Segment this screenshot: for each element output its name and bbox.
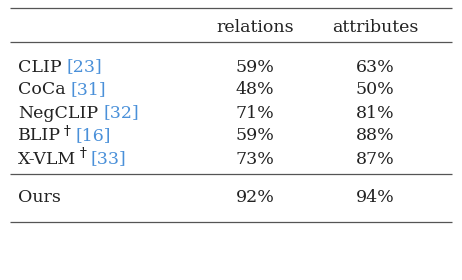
Text: [32]: [32] xyxy=(103,104,139,122)
Text: 59%: 59% xyxy=(236,127,274,144)
Text: 88%: 88% xyxy=(356,127,394,144)
Text: 87%: 87% xyxy=(356,151,395,167)
Text: CoCa: CoCa xyxy=(18,81,66,99)
Text: [31]: [31] xyxy=(71,81,106,99)
Text: X-VLM: X-VLM xyxy=(18,151,76,167)
Text: relations: relations xyxy=(216,20,294,36)
Text: 94%: 94% xyxy=(356,190,395,207)
Text: 59%: 59% xyxy=(236,59,274,76)
Text: †: † xyxy=(64,125,71,137)
Text: †: † xyxy=(79,148,86,160)
Text: attributes: attributes xyxy=(332,20,418,36)
Text: †: † xyxy=(64,125,71,137)
Text: 92%: 92% xyxy=(236,190,274,207)
Text: CLIP: CLIP xyxy=(18,59,61,76)
Text: 50%: 50% xyxy=(356,81,395,99)
Text: NegCLIP: NegCLIP xyxy=(18,104,98,122)
Text: 71%: 71% xyxy=(236,104,274,122)
Text: [33]: [33] xyxy=(91,151,127,167)
Text: [16]: [16] xyxy=(76,127,111,144)
Text: †: † xyxy=(79,148,86,160)
Text: 81%: 81% xyxy=(356,104,394,122)
Text: 73%: 73% xyxy=(236,151,274,167)
Text: BLIP: BLIP xyxy=(18,127,61,144)
Text: [23]: [23] xyxy=(67,59,103,76)
Text: 48%: 48% xyxy=(236,81,274,99)
Text: Ours: Ours xyxy=(18,190,61,207)
Text: 63%: 63% xyxy=(356,59,395,76)
